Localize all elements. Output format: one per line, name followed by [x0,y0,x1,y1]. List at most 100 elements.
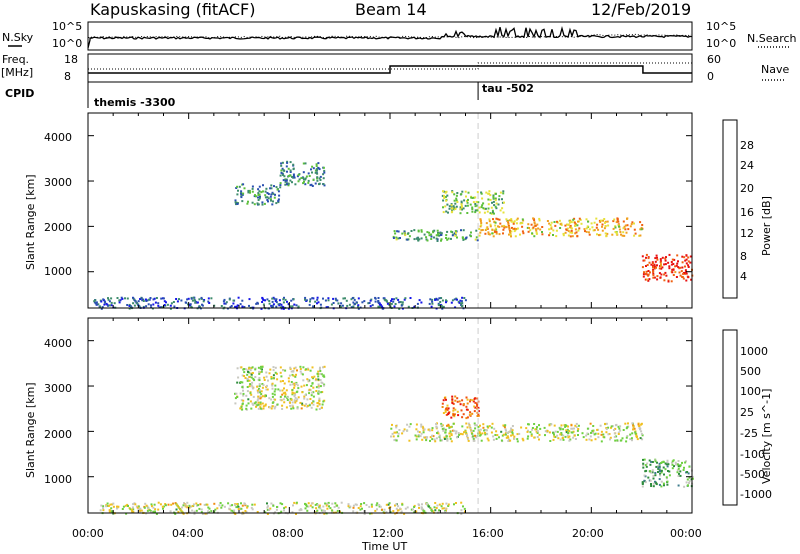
velocity-panel-cell [647,476,650,479]
velocity-panel-cell [393,439,396,442]
power-panel-cell [461,302,464,305]
velocity-panel-cell [522,439,525,442]
velocity-panel-cell [251,387,254,390]
velocity-panel-cell [642,462,645,465]
velocity-panel-cell [648,459,651,462]
power-panel-cell [602,219,604,222]
velocity-panel-cell [650,460,653,463]
power-panel-cell [507,220,509,223]
velocity-panel-cell [677,465,680,468]
power-panel-cell [498,225,501,228]
velocity-panel-cell [152,510,155,513]
velocity-panel-cell [674,461,677,464]
power-panel-cell [357,305,359,308]
power-panel-cell [676,262,679,265]
velocity-panel-cell [270,407,273,410]
power-panel-cell [659,261,662,264]
velocity-panel-cell [250,384,253,387]
velocity-panel-cell [283,382,286,385]
power-panel-cell [492,218,494,221]
power-panel-cell [461,190,464,193]
power-panel-cell [451,299,454,302]
velocity-panel-cell [319,366,321,369]
velocity-panel-cell [615,435,618,438]
velocity-panel-cell [265,371,268,374]
power-panel-cell [663,263,666,266]
velocity-panel-cell [183,502,185,504]
power-panel-cell [425,236,428,239]
power-panel-cell [258,185,261,188]
velocity-panel-cell [257,401,260,404]
velocity-panel-cell [658,483,661,486]
power-panel-cell [353,298,356,301]
power-panel-cell [99,305,102,308]
velocity-panel-cell [440,422,443,425]
velocity-panel-cell [597,436,600,439]
velocity-panel-cell [511,430,514,433]
velocity-panel-cell [659,473,661,476]
velocity-panel-cell [567,436,570,439]
velocity-panel-cell [474,406,477,409]
velocity-panel-cell [471,412,474,415]
power-panel-cell [428,234,431,237]
power-panel-cell [549,224,552,226]
velocity-panel-cell [665,463,668,466]
power-panel-cell [659,276,662,279]
velocity-panel-cell [198,507,201,510]
velocity-panel-cell [322,375,325,378]
velocity-panel-cell [634,431,637,434]
velocity-panel-cell [617,425,620,428]
velocity-panel-cell [495,430,498,433]
velocity-panel-cell [271,405,274,408]
power-panel-cell [559,227,562,229]
power-panel-cell [110,297,113,300]
velocity-panel-cell [239,392,242,395]
power-panel-cell [453,298,456,301]
velocity-panel-cell [550,423,553,426]
power-panel-cell [494,227,497,230]
power-panel-cell [108,304,111,307]
velocity-panel-cell [630,437,633,440]
velocity-panel-cell [186,501,189,504]
velocity-panel-cell [455,502,457,504]
power-panel-cell [606,232,609,235]
velocity-panel-cell [261,386,264,389]
velocity-panel-cell [365,504,368,506]
power-panel-cell [593,229,596,232]
velocity-panel-cell [454,432,457,435]
power-panel-cell [398,301,401,304]
power-panel-cell [647,273,650,276]
velocity-panel-cell [447,423,450,426]
velocity-panel-cell [426,436,429,439]
power-panel-cell [481,229,484,231]
velocity-panel-cell [626,426,629,429]
velocity-panel-cell [505,436,508,439]
power-panel-cell [519,222,522,225]
power-panel-cell [562,234,565,237]
power-panel-cell [393,298,395,301]
velocity-panel-cell [475,436,477,439]
nave-tick-high: 60 [707,53,721,66]
power-panel-cell [273,185,275,188]
velocity-panel-cell [294,366,297,369]
velocity-panel-cell [442,399,445,402]
power-panel-cell [585,218,588,221]
velocity-panel-cell [276,378,279,381]
velocity-panel-cell [395,425,398,427]
power-panel-cell [275,202,278,205]
velocity-panel-cell [291,391,294,394]
power-panel-cell [513,227,516,230]
velocity-panel-cell [295,399,298,402]
power-panel-cell [535,231,538,234]
power-panel-cell [285,165,288,168]
velocity-panel-cell [259,401,262,404]
power-panel-cell [453,199,456,202]
velocity-panel-cell [250,376,253,379]
power-panel-cell [477,201,480,204]
power-panel-cell [685,254,688,257]
velocity-panel-cell [303,384,306,387]
power-panel-cell [207,300,210,303]
power-panel-cell [562,232,565,235]
velocity-panel-cell [559,427,562,430]
power-panel-cell [351,297,354,299]
